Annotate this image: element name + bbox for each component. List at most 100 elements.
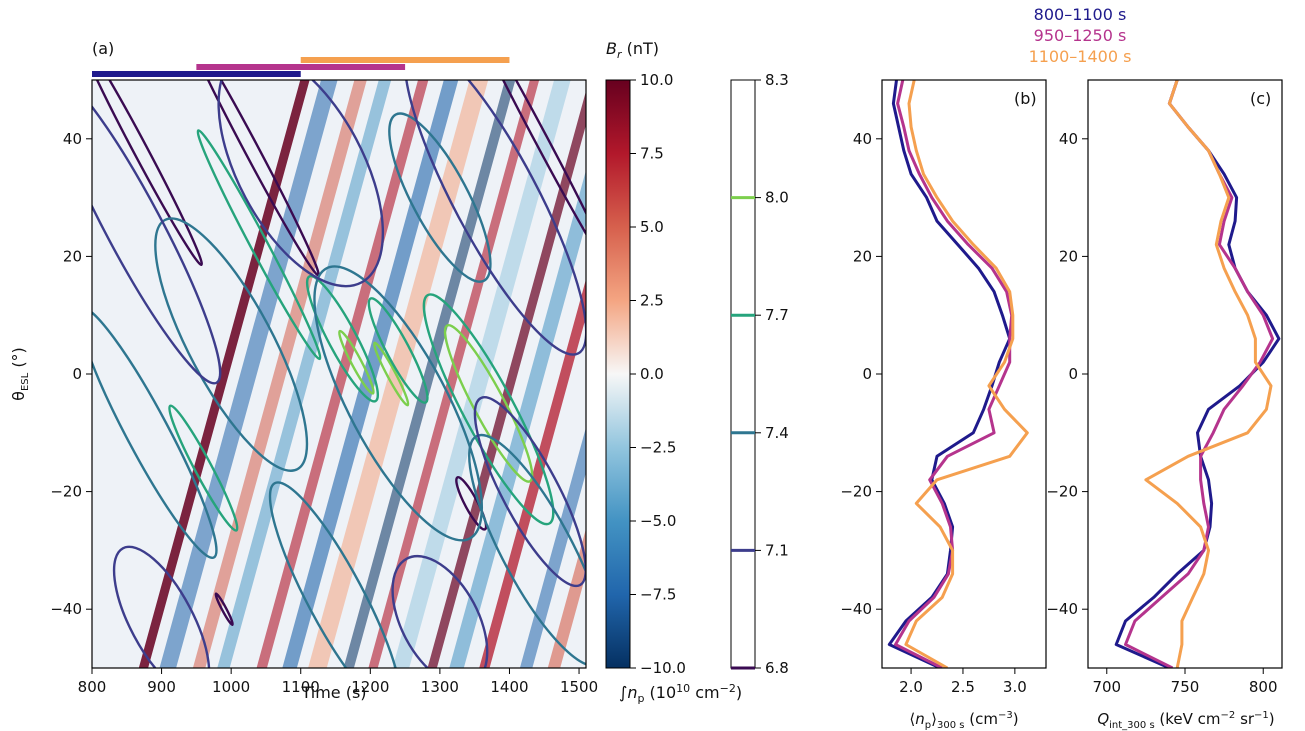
density-contour (196, 129, 322, 361)
time-window-bars (92, 57, 510, 77)
y-tick-label: 20 (63, 247, 82, 265)
panel-b-label: (b) (1014, 89, 1037, 108)
colorbar-tick-label: 8.3 (765, 71, 789, 89)
panel-c-xlabel: Qint_300 s (keV cm−2 sr−1) (1097, 710, 1274, 731)
y-axis-label: θESL (°) (9, 347, 31, 401)
density-contour (214, 592, 234, 627)
density-contours (92, 80, 586, 668)
density-contour (92, 306, 218, 559)
br-band (427, 91, 586, 668)
panel-b-lines (887, 80, 1029, 668)
br-band (479, 279, 586, 668)
br-stripes (138, 80, 586, 668)
x-tick-label: 2.5 (951, 678, 975, 696)
colorbar-tick-label: −7.5 (640, 586, 676, 604)
y-tick-label: 40 (853, 130, 872, 148)
panel-b-xlabel: ⟨np⟩300 s (cm−3) (909, 710, 1018, 731)
br-band (138, 80, 310, 668)
x-tick-label: 1000 (212, 678, 250, 696)
colorbar-tick-label: 7.5 (640, 145, 664, 163)
panel-c-label: (c) (1250, 89, 1271, 108)
br-band (392, 80, 571, 668)
y-tick-label: 20 (1059, 247, 1078, 265)
colorbar-br-label: Br (nT) (606, 39, 659, 61)
density-contour (388, 112, 492, 283)
x-tick-label: 800 (1249, 678, 1278, 696)
x-tick-label: 750 (1171, 678, 1200, 696)
y-tick-label: 0 (862, 365, 872, 383)
colorbar-density-ticks: 8.3 8.0 7.7 7.4 7.1 6.8 (731, 71, 789, 677)
colorbar-tick-label: 5.0 (640, 218, 664, 236)
legend-entry: 1100–1400 s (1029, 47, 1132, 66)
density-contour (338, 329, 375, 395)
colorbar-tick-label: 8.0 (765, 189, 789, 207)
colorbar-tick-label: −10.0 (640, 659, 686, 677)
profile-line (1114, 80, 1281, 668)
density-contour (268, 481, 403, 668)
colorbar-tick-label: 2.5 (640, 292, 664, 310)
colorbar-density: 8.3 8.0 7.7 7.4 7.1 6.8 ∫np (1010 cm−2) (619, 71, 789, 705)
x-tick-label: 700 (1092, 678, 1121, 696)
br-band (282, 80, 459, 668)
profile-line (1124, 80, 1275, 668)
density-contour (403, 80, 586, 356)
br-band (159, 80, 338, 668)
legend-entry: 950–1250 s (1034, 26, 1127, 45)
colorbar-tick-label: 10.0 (640, 71, 673, 89)
panel-a-label: (a) (92, 39, 114, 58)
density-contour (92, 80, 203, 267)
profile-line (894, 80, 1014, 668)
density-contour (112, 545, 211, 668)
colorbar-tick-label: −5.0 (640, 512, 676, 530)
x-tick-label: 1400 (490, 678, 528, 696)
legend-entry: 800–1100 s (1034, 5, 1127, 24)
colorbar-density-bar (730, 79, 756, 669)
colorbar-tick-label: 7.7 (765, 306, 789, 324)
panel-c-axes: 700 750 800 −40 −20 0 20 40 (1046, 130, 1277, 696)
density-contour (313, 265, 484, 542)
br-band (449, 170, 586, 668)
br-band (192, 80, 367, 668)
panel-a-axes: 800 900 1000 1100 1200 1300 1400 1500 −40 −20 0 20 4… (50, 130, 598, 696)
density-contour (217, 80, 385, 288)
colorbar-density-label: ∫np (1010 cm−2) (619, 682, 742, 705)
y-tick-label: −20 (1046, 483, 1078, 501)
y-tick-label: −40 (1046, 600, 1078, 618)
x-tick-label: 1200 (351, 678, 389, 696)
heatmap-br (92, 80, 586, 668)
x-tick-label: 900 (147, 678, 176, 696)
density-contour (473, 396, 586, 588)
density-contour (367, 297, 429, 404)
br-band (343, 80, 516, 668)
profile-line (1144, 80, 1273, 668)
y-tick-label: −20 (50, 483, 82, 501)
density-contour (391, 554, 489, 668)
density-contour (305, 274, 380, 403)
x-tick-label: 2.0 (899, 678, 923, 696)
density-contour (468, 433, 586, 667)
legend: 800–1100 s 950–1250 s 1100–1400 s (1029, 5, 1132, 66)
density-contour (168, 404, 239, 532)
x-tick-label: 3.0 (1003, 678, 1027, 696)
colorbar-br-bar (605, 79, 631, 669)
density-contour (92, 80, 222, 385)
br-band (519, 427, 586, 668)
y-tick-label: 0 (1068, 365, 1078, 383)
colorbar-tick-label: 7.1 (765, 541, 789, 559)
panel-c-lines (1114, 80, 1281, 668)
x-tick-label: 1500 (560, 678, 598, 696)
density-contour (154, 217, 309, 472)
profile-line (904, 80, 1029, 668)
colorbar-tick-label: 6.8 (765, 659, 789, 677)
colorbar-tick-label: 0.0 (640, 365, 664, 383)
colorbar-br: Br (nT) 10.0 7.5 5.0 2.5 0.0 −2.5 −5.0 −7.5 −10.… (605, 39, 686, 677)
colorbar-tick-label: 7.4 (765, 424, 789, 442)
density-contour (467, 80, 586, 276)
y-tick-label: 40 (1059, 130, 1078, 148)
y-tick-label: 20 (853, 247, 872, 265)
br-band (217, 80, 392, 668)
colorbar-tick-label: −2.5 (640, 439, 676, 457)
y-tick-label: 0 (72, 365, 82, 383)
y-tick-label: 40 (63, 130, 82, 148)
